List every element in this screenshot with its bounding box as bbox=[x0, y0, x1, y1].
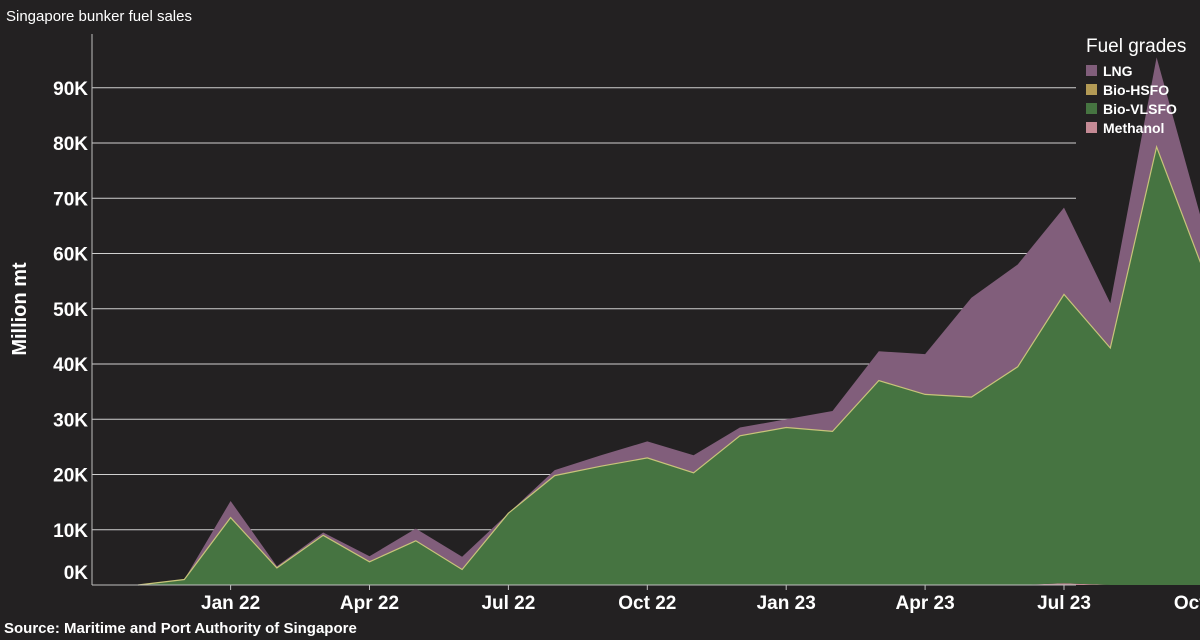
y-tick-label: 70K bbox=[53, 189, 88, 210]
legend-items: LNG Bio-HSFO Bio-VLSFO Methanol bbox=[1086, 61, 1186, 137]
y-tick-label: 40K bbox=[53, 355, 88, 376]
legend-label: Bio-HSFO bbox=[1103, 81, 1170, 98]
y-tick-label: 90K bbox=[53, 79, 88, 100]
x-tick-label: Apr 23 bbox=[896, 593, 955, 614]
x-tick-label: Jul 23 bbox=[1037, 593, 1091, 614]
y-tick-label: 0K bbox=[64, 563, 89, 584]
x-tick-labels: Jan 22 Apr 22 Jul 22 Oct 22 Jan 23 Apr 23 Jul … bbox=[201, 593, 1200, 614]
x-tick-label: Oct 22 bbox=[618, 593, 676, 614]
legend-item-bio-vlsfo: Bio-VLSFO bbox=[1086, 99, 1186, 118]
legend-swatch bbox=[1086, 84, 1097, 95]
y-tick-label: 10K bbox=[53, 521, 88, 542]
legend-swatch bbox=[1086, 122, 1097, 133]
legend-item-methanol: Methanol bbox=[1086, 118, 1186, 137]
x-tick-label: Oct 23 bbox=[1174, 593, 1200, 614]
legend-label: LNG bbox=[1103, 62, 1133, 79]
legend-item-bio-hsfo: Bio-HSFO bbox=[1086, 80, 1186, 99]
x-tick-label: Jul 22 bbox=[481, 593, 535, 614]
y-tick-label: 50K bbox=[53, 300, 88, 321]
stacked-areas bbox=[137, 57, 1200, 586]
y-axis-label: Million mt bbox=[9, 262, 31, 356]
y-tick-labels: 0K 10K 20K 30K 40K 50K 60K 70K 80K 90K bbox=[53, 79, 88, 584]
x-tick-label: Jan 22 bbox=[201, 593, 260, 614]
legend-swatch bbox=[1086, 65, 1097, 76]
legend-swatch bbox=[1086, 103, 1097, 114]
x-tick-label: Jan 23 bbox=[757, 593, 816, 614]
y-tick-label: 30K bbox=[53, 410, 88, 431]
legend-label: Bio-VLSFO bbox=[1103, 100, 1177, 117]
y-tick-label: 60K bbox=[53, 245, 88, 266]
source-note: Source: Maritime and Port Authority of S… bbox=[4, 620, 357, 637]
legend-title: Fuel grades bbox=[1086, 36, 1187, 57]
bio-vlsfo-edge-line bbox=[137, 144, 1200, 586]
x-tick-label: Apr 22 bbox=[340, 593, 399, 614]
axes bbox=[91, 34, 1076, 590]
area-bio-vlsfo bbox=[138, 146, 1200, 585]
legend-label: Methanol bbox=[1103, 119, 1165, 136]
chart-title: Singapore bunker fuel sales bbox=[6, 8, 192, 25]
legend-item-lng: LNG bbox=[1086, 61, 1186, 80]
area-methanol bbox=[138, 583, 1200, 585]
y-tick-label: 20K bbox=[53, 466, 88, 487]
legend: Fuel grades LNG Bio-HSFO Bio-VLSFO Methanol bbox=[1086, 36, 1186, 137]
y-tick-label: 80K bbox=[53, 134, 88, 155]
